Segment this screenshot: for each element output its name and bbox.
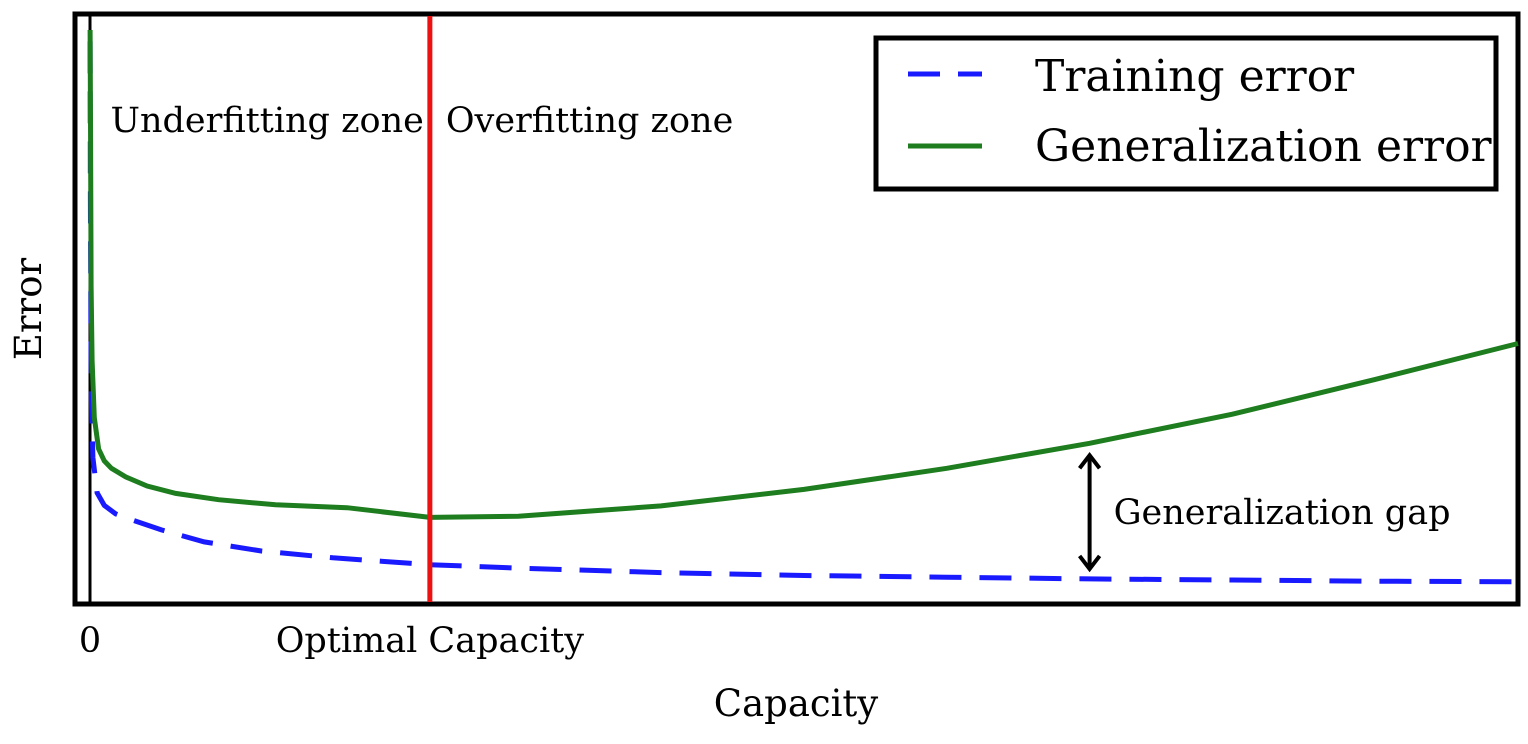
training-error-line — [87, 41, 1519, 585]
overfitting-zone-label: Overfitting zone — [446, 101, 733, 141]
x-tick-label-optimal-capacity: Optimal Capacity — [276, 621, 585, 661]
plot-frame — [72, 11, 1521, 607]
x-tick-label-zero: 0 — [79, 621, 101, 661]
legend-label-training: Training error — [1035, 51, 1355, 102]
x-axis-label: Capacity — [714, 682, 879, 725]
legend: Training error Generalization error — [873, 35, 1499, 192]
legend-label-generalization: Generalization error — [1035, 121, 1493, 172]
y-axis-label: Error — [7, 258, 50, 361]
gap-arrow-head-top — [1078, 451, 1102, 470]
generalization-gap-arrow — [1078, 451, 1102, 573]
underfitting-zone-label: Underfitting zone — [110, 101, 423, 141]
generalization-error-line — [87, 29, 1519, 520]
generalization-gap-label: Generalization gap — [1114, 493, 1451, 533]
legend-box — [873, 35, 1499, 192]
gap-arrow-head-bottom — [1078, 554, 1102, 573]
